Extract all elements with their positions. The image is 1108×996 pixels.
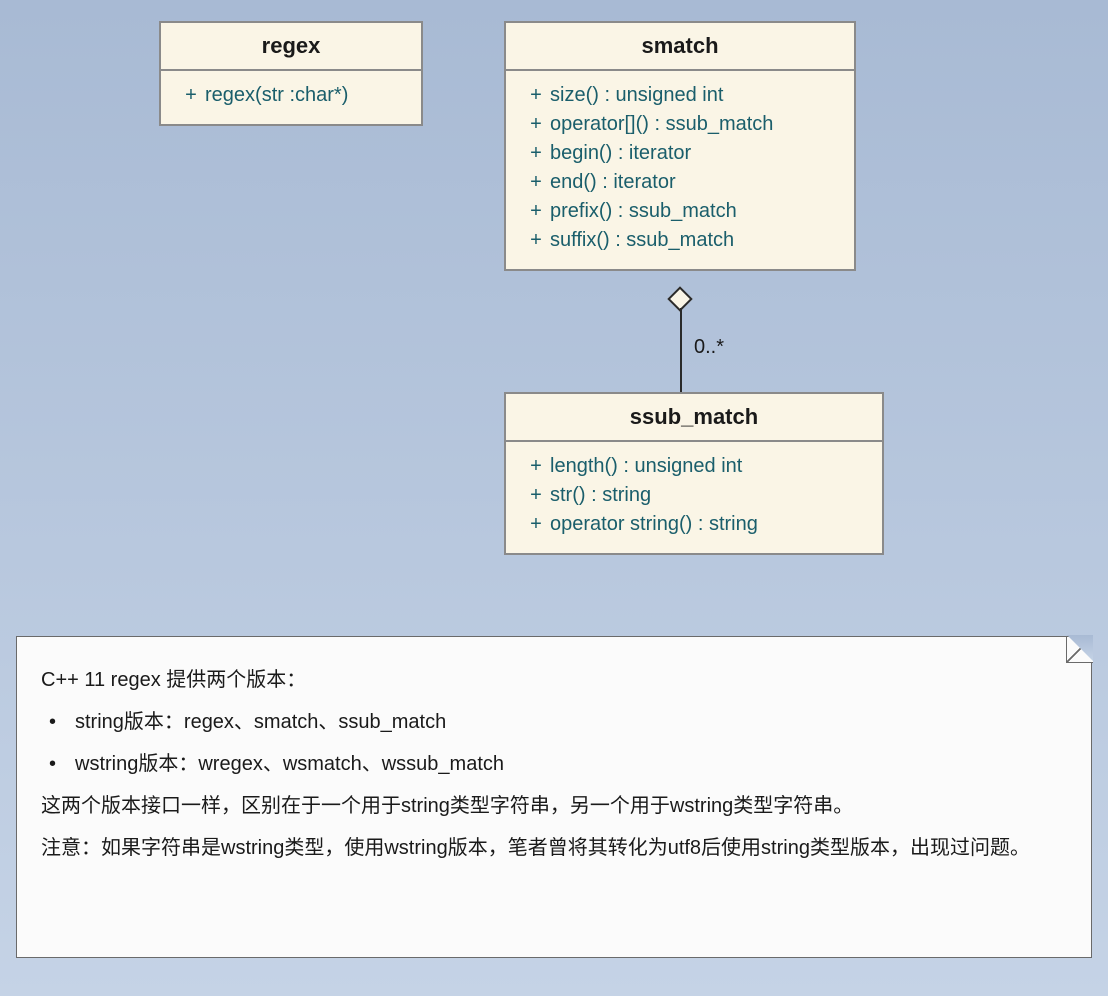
signature: suffix() : ssub_match — [550, 229, 734, 252]
uml-class-body: +regex(str :char*) — [161, 71, 421, 124]
visibility: + — [522, 229, 550, 252]
uml-class-ssub-match: ssub_match +length() : unsigned int+str(… — [504, 392, 884, 555]
uml-class-title: regex — [161, 23, 421, 71]
uml-class-title: ssub_match — [506, 394, 882, 442]
uml-member: +prefix() : ssub_match — [522, 197, 838, 226]
uml-class-smatch: smatch +size() : unsigned int+operator[]… — [504, 21, 856, 271]
note-body: C++ 11 regex 提供两个版本：string版本：regex、smatc… — [41, 659, 1067, 869]
uml-member: +length() : unsigned int — [522, 452, 866, 481]
visibility: + — [522, 513, 550, 536]
signature: end() : iterator — [550, 171, 676, 194]
visibility: + — [522, 200, 550, 223]
uml-member: +operator string() : string — [522, 510, 866, 539]
signature: prefix() : ssub_match — [550, 200, 737, 223]
uml-class-regex: regex +regex(str :char*) — [159, 21, 423, 126]
uml-class-body: +length() : unsigned int+str() : string+… — [506, 442, 882, 553]
signature: regex(str :char*) — [205, 84, 348, 107]
uml-member: +end() : iterator — [522, 168, 838, 197]
note-corner-fold-icon — [1067, 635, 1093, 661]
note-line: C++ 11 regex 提供两个版本： — [41, 659, 1067, 701]
uml-member: +suffix() : ssub_match — [522, 226, 838, 255]
visibility: + — [522, 455, 550, 478]
note-line: 这两个版本接口一样，区别在于一个用于string类型字符串，另一个用于wstri… — [41, 785, 1067, 827]
note-line: 注意：如果字符串是wstring类型，使用wstring版本，笔者曾将其转化为u… — [41, 827, 1067, 869]
uml-class-title: smatch — [506, 23, 854, 71]
signature: begin() : iterator — [550, 142, 691, 165]
visibility: + — [177, 84, 205, 107]
uml-member: +size() : unsigned int — [522, 81, 838, 110]
uml-member: +begin() : iterator — [522, 139, 838, 168]
signature: size() : unsigned int — [550, 84, 723, 107]
uml-member: +regex(str :char*) — [177, 81, 405, 110]
visibility: + — [522, 142, 550, 165]
uml-note: C++ 11 regex 提供两个版本：string版本：regex、smatc… — [16, 636, 1092, 958]
note-line: string版本：regex、smatch、ssub_match — [41, 701, 1067, 743]
uml-member: +str() : string — [522, 481, 866, 510]
multiplicity-label: 0..* — [694, 336, 724, 359]
uml-class-body: +size() : unsigned int+operator[]() : ss… — [506, 71, 854, 269]
signature: length() : unsigned int — [550, 455, 742, 478]
visibility: + — [522, 84, 550, 107]
signature: str() : string — [550, 484, 651, 507]
visibility: + — [522, 113, 550, 136]
signature: operator[]() : ssub_match — [550, 113, 773, 136]
signature: operator string() : string — [550, 513, 758, 536]
visibility: + — [522, 171, 550, 194]
uml-member: +operator[]() : ssub_match — [522, 110, 838, 139]
visibility: + — [522, 484, 550, 507]
note-line: wstring版本：wregex、wsmatch、wssub_match — [41, 743, 1067, 785]
connector-line — [680, 308, 682, 392]
